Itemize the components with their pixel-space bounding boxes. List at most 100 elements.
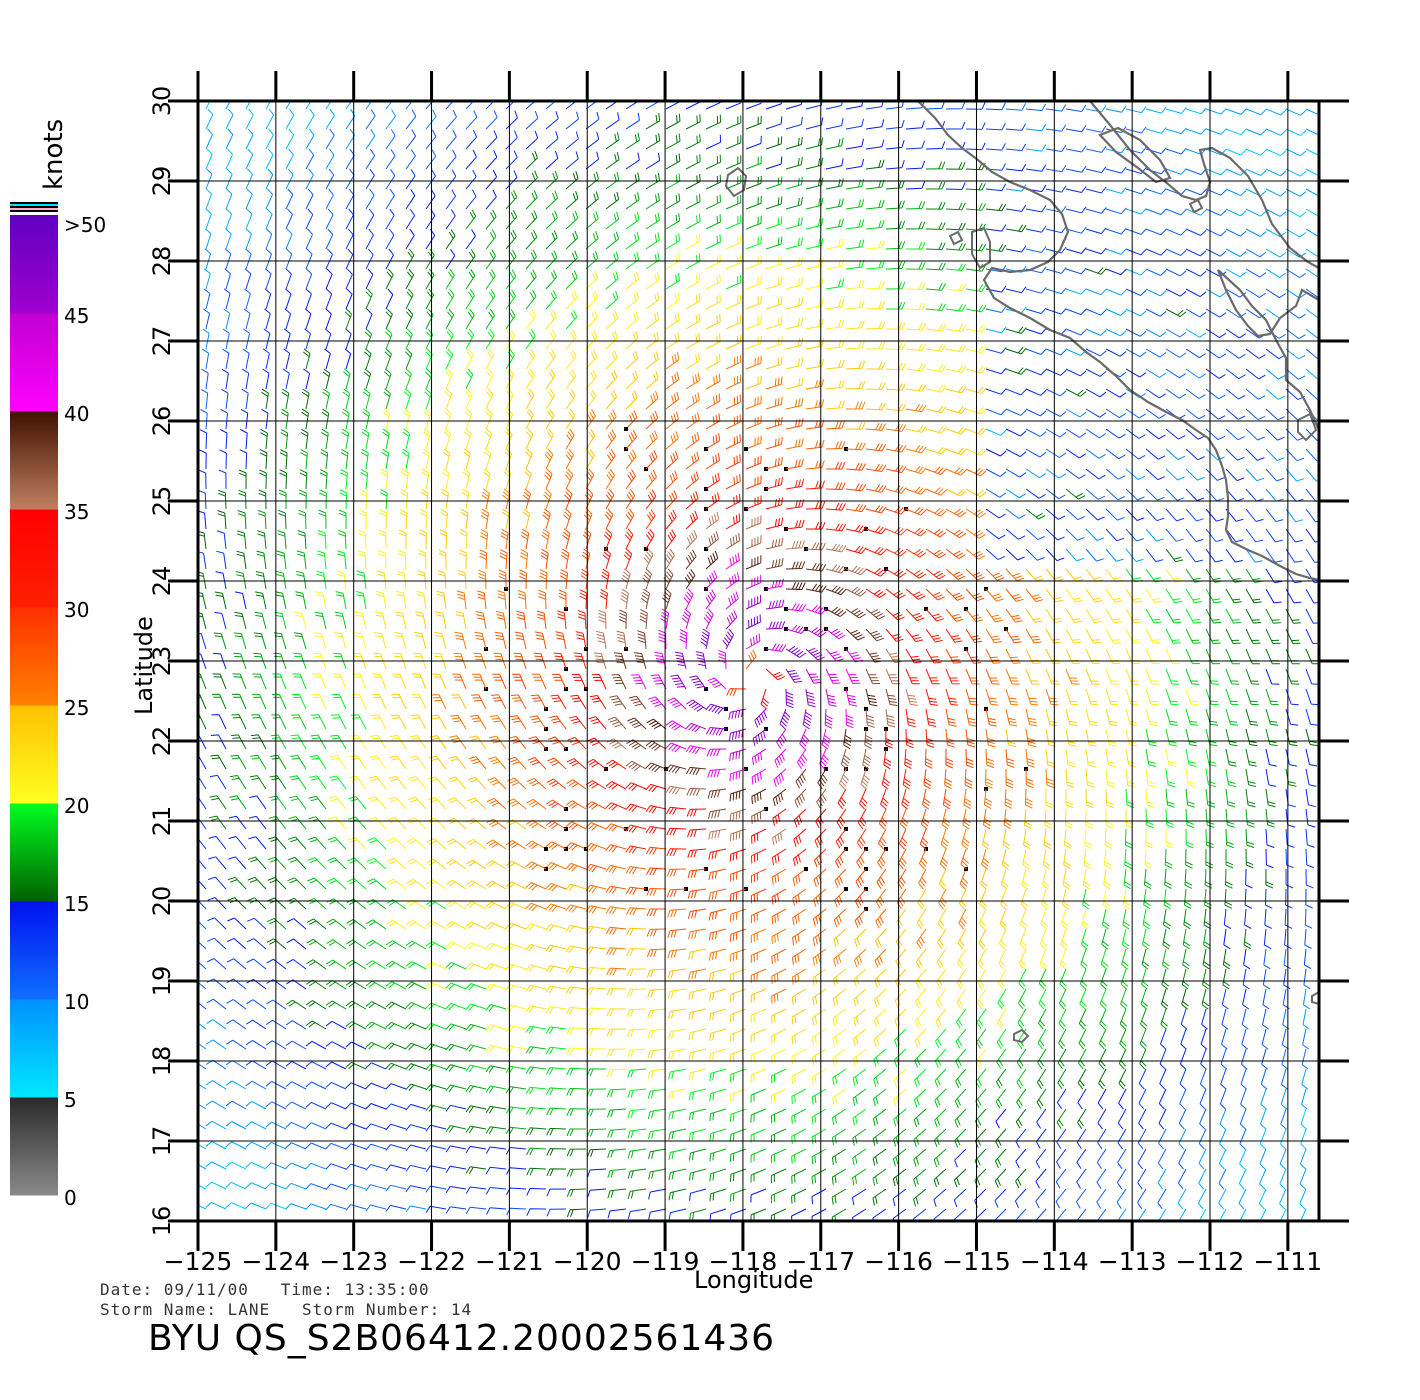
wind-barb-group — [785, 197, 1150, 970]
wind-barb-group — [205, 128, 254, 1130]
wind-barb-group — [745, 594, 762, 610]
longitude-tick-label: −123 — [319, 1247, 388, 1276]
wind-barb-group — [436, 334, 967, 981]
wind-barb-group — [291, 388, 1162, 1082]
wind-barb-group — [665, 529, 676, 550]
wind-barb-group — [650, 608, 727, 757]
wind-barb-group — [305, 101, 1207, 130]
wind-barb-group — [586, 499, 905, 829]
wind-barb-group — [429, 390, 1064, 1005]
wind-barb-group — [485, 289, 1219, 1142]
wind-barb-group — [451, 360, 866, 710]
wind-barb-group — [208, 101, 967, 1168]
wind-barb-group — [620, 588, 629, 610]
wind-barb-group — [204, 188, 1319, 1130]
wind-barb-group — [985, 428, 1307, 1221]
wind-barb-group — [1259, 248, 1319, 1150]
wind-barb-group — [365, 948, 1170, 1123]
wind-barb-group — [873, 1048, 887, 1067]
colorbar-band — [10, 509, 58, 608]
longitude-tick-label: −113 — [1098, 1247, 1167, 1276]
wind-barb-group — [685, 766, 707, 776]
wind-barb-group — [210, 428, 1230, 990]
wind-barb-group — [625, 212, 640, 230]
wind-barb-group — [645, 748, 954, 876]
wind-barb-group — [725, 610, 738, 630]
wind-barb-group — [423, 408, 1160, 1104]
wind-barb-group — [198, 188, 1287, 1210]
coastline — [724, 101, 1319, 1044]
wind-barb-group — [275, 348, 1148, 1090]
wind-barb-group — [664, 548, 675, 570]
wind-barb-group — [885, 688, 898, 706]
baja-california-coast — [917, 101, 1319, 582]
wind-barb-group — [212, 267, 1298, 1010]
wind-barb-group — [234, 115, 927, 1207]
wind-barb-group — [977, 968, 987, 990]
wind-barb-group — [772, 768, 849, 846]
wind-barb-group — [985, 285, 1280, 1070]
wind-barb-group — [198, 101, 1166, 1194]
wind-barb-group — [433, 293, 1114, 910]
wind-barb-group — [346, 195, 1128, 1030]
colorbar-tick-label: 45 — [64, 304, 89, 328]
wind-barb-group — [270, 220, 1178, 1088]
wind-barb-group — [403, 329, 1090, 950]
wind-barb-group — [643, 543, 847, 570]
wind-barb-group — [226, 227, 1228, 1050]
wind-barb-group — [352, 275, 1050, 890]
wind-barb-group — [805, 627, 827, 638]
wind-barb-group — [685, 745, 707, 755]
wind-barb-group — [729, 668, 822, 762]
wind-barb-group — [253, 134, 906, 1092]
wind-barb-group — [745, 535, 847, 574]
wind-barb-group — [598, 609, 607, 630]
wind-barb-group — [203, 188, 1306, 1170]
wind-barb-group — [765, 396, 783, 410]
wind-barb-group — [243, 109, 1319, 1150]
wind-barb-group — [840, 748, 851, 770]
wind-barb-group — [205, 128, 1307, 1190]
wind-barb-group — [218, 131, 1319, 1217]
wind-barb-group — [665, 470, 1022, 789]
wind-barb-group — [289, 448, 1088, 1087]
wind-barb-group — [221, 123, 1304, 1170]
wind-barb-group — [1198, 1208, 1207, 1221]
colorbar-band — [10, 901, 58, 1000]
wind-barb-group — [199, 135, 1187, 1200]
wind-barb-group — [1017, 588, 1222, 1050]
wind-barb-group — [345, 103, 1207, 1130]
wind-barb-group — [705, 511, 720, 530]
wind-barb-group — [621, 568, 631, 590]
wind-barb-group — [225, 128, 1308, 1221]
longitude-tick-label: −118 — [709, 1247, 778, 1276]
wind-barb-group — [708, 828, 727, 840]
wind-barbs — [198, 101, 1319, 1221]
wind-barb-group — [488, 399, 1080, 944]
wind-barb-group — [445, 234, 1163, 990]
wind-barb-group — [549, 715, 587, 750]
wind-barb-group — [507, 777, 887, 968]
colorbar-cap-stripe — [10, 210, 58, 212]
wind-barb-group — [1120, 988, 1128, 1010]
wind-barb-group — [287, 243, 1278, 990]
wind-barb-group — [280, 428, 1234, 1186]
wind-barb-group — [525, 412, 1044, 890]
wind-barb-group — [445, 149, 457, 170]
wind-barb-group — [773, 748, 808, 787]
x-axis-label: Longitude — [694, 1266, 813, 1294]
wind-barb-group — [585, 410, 1014, 937]
wind-barb-group — [359, 489, 1183, 930]
wind-barb-group — [1025, 267, 1319, 1189]
wind-barb-group — [925, 101, 1147, 1190]
wind-barb-group — [452, 393, 907, 908]
wind-barb-group — [1025, 188, 1247, 1130]
wind-barb-group — [208, 172, 1300, 1201]
wind-barb-group — [745, 455, 762, 470]
wind-barb-group — [271, 261, 906, 1116]
wind-barb-group — [525, 383, 967, 910]
wind-barb-group — [1205, 108, 1307, 1210]
wind-barb-group — [565, 377, 1077, 1021]
wind-barb-group — [599, 588, 906, 860]
wind-barb-group — [377, 270, 787, 1064]
